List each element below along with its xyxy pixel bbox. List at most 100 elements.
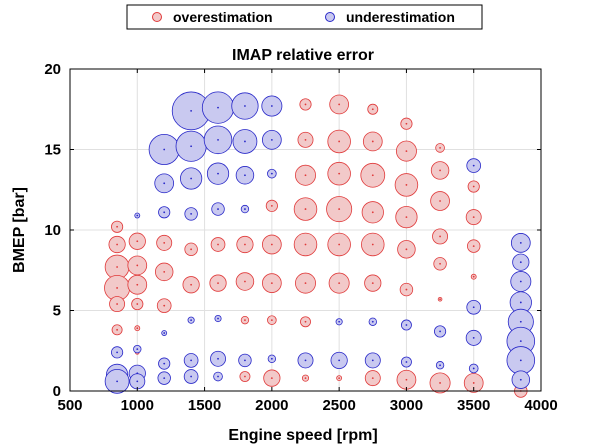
underestimation-center-dot	[163, 362, 166, 365]
underestimation-center-dot	[217, 357, 219, 360]
underestimation-center-dot	[304, 359, 307, 362]
overestimation-center-dot	[270, 204, 273, 207]
underestimation-center-dot	[163, 182, 166, 185]
underestimation-center-dot	[136, 214, 139, 217]
plot-frame	[69, 68, 542, 392]
underestimation-center-dot	[439, 364, 441, 367]
overestimation-center-dot	[244, 243, 246, 246]
overestimation-center-dot	[190, 248, 193, 251]
underestimation-center-dot	[244, 140, 246, 143]
underestimation-center-dot	[405, 361, 408, 363]
overestimation-center-dot	[472, 275, 475, 278]
underestimation-center-dot	[270, 357, 273, 360]
overestimation-center-dot	[136, 240, 139, 243]
overestimation-center-dot	[405, 378, 408, 381]
underestimation-center-dot	[519, 359, 522, 362]
underestimation-center-dot	[217, 106, 219, 109]
underestimation-center-dot	[190, 177, 193, 180]
underestimation-center-dot	[519, 280, 522, 283]
overestimation-center-dot	[439, 200, 441, 202]
overestimation-center-dot	[304, 377, 307, 380]
overestimation-center-dot	[304, 138, 307, 141]
x-tick-label: 1000	[121, 397, 154, 414]
legend-label-underestimation: underestimation	[346, 9, 455, 25]
overestimation-center-dot	[338, 243, 341, 246]
x-tick-label: 4000	[524, 397, 557, 414]
underestimation-center-dot	[190, 319, 193, 322]
x-tick-label: 2000	[255, 397, 288, 414]
overestimation-center-dot	[304, 320, 307, 323]
overestimation-center-dot	[244, 375, 246, 378]
overestimation-center-dot	[338, 103, 341, 106]
y-tick-label: 10	[44, 222, 61, 239]
chart-title: IMAP relative error	[232, 47, 374, 64]
underestimation-center-dot	[472, 367, 475, 370]
underestimation-center-dot	[163, 377, 166, 380]
x-tick-label: 3000	[390, 397, 423, 414]
underestimation-center-dot	[244, 359, 246, 362]
overestimation-center-dot	[136, 303, 139, 305]
underestimation-center-dot	[163, 148, 166, 151]
underestimation-center-dot	[405, 324, 408, 326]
y-tick-label: 15	[44, 142, 61, 159]
overestimation-center-dot	[338, 377, 341, 380]
underestimation-center-dot	[270, 138, 273, 141]
overestimation-center-dot	[116, 287, 118, 289]
underestimation-center-dot	[371, 320, 374, 323]
axes: 500 1000 1500 2000 2500 3000 3500 4000 0 5 10 15 20	[44, 61, 557, 414]
overestimation-center-dot	[371, 282, 374, 285]
underestimation-center-dot	[519, 261, 522, 264]
underestimation-center-dot	[217, 375, 219, 378]
underestimation-center-dot	[217, 138, 219, 141]
grid	[70, 69, 541, 391]
overestimation-center-dot	[439, 146, 441, 149]
overestimation-center-dot	[270, 377, 273, 380]
overestimation-center-dot	[472, 382, 475, 384]
underestimation-center-dot	[519, 320, 522, 323]
underestimation-center-dot	[163, 332, 166, 334]
series-underestimation	[104, 91, 536, 394]
underestimation-center-dot	[270, 105, 273, 107]
overestimation-center-dot	[472, 245, 475, 248]
overestimation-center-dot	[371, 243, 374, 246]
legend-marker-underestimation	[325, 12, 335, 22]
overestimation-center-dot	[338, 208, 341, 210]
overestimation-center-dot	[472, 216, 475, 219]
x-tick-label: 1500	[188, 397, 221, 414]
underestimation-center-dot	[116, 380, 118, 383]
overestimation-center-dot	[405, 150, 408, 153]
overestimation-center-dot	[190, 283, 193, 286]
y-tick-label: 5	[53, 303, 61, 320]
underestimation-center-dot	[244, 105, 246, 107]
overestimation-center-dot	[405, 248, 408, 251]
overestimation-center-dot	[405, 184, 408, 186]
overestimation-center-dot	[304, 103, 307, 106]
legend: overestimation underestimation	[126, 4, 483, 30]
overestimation-center-dot	[439, 382, 441, 384]
legend-label-overestimation: overestimation	[173, 9, 273, 25]
underestimation-center-dot	[190, 375, 193, 378]
y-tick-label: 0	[53, 383, 61, 400]
overestimation-center-dot	[439, 235, 441, 238]
overestimation-center-dot	[136, 283, 139, 286]
overestimation-center-dot	[405, 216, 408, 219]
underestimation-center-dot	[244, 208, 246, 210]
underestimation-center-dot	[338, 359, 341, 362]
overestimation-center-dot	[304, 243, 307, 246]
overestimation-center-dot	[136, 327, 139, 330]
overestimation-center-dot	[116, 328, 118, 331]
underestimation-center-dot	[190, 359, 193, 362]
y-tick-label: 20	[44, 61, 61, 78]
underestimation-center-dot	[519, 301, 522, 304]
underestimation-center-dot	[163, 211, 166, 214]
underestimation-center-dot	[519, 340, 522, 342]
x-tick-label: 3500	[457, 397, 490, 414]
underestimation-center-dot	[136, 348, 139, 351]
overestimation-center-dot	[338, 140, 341, 143]
underestimation-center-dot	[270, 172, 273, 175]
underestimation-center-dot	[190, 145, 193, 148]
y-axis-label: BMEP [bar]	[11, 187, 28, 273]
overestimation-center-dot	[136, 264, 139, 267]
underestimation-center-dot	[472, 336, 475, 339]
data-markers	[104, 91, 536, 398]
